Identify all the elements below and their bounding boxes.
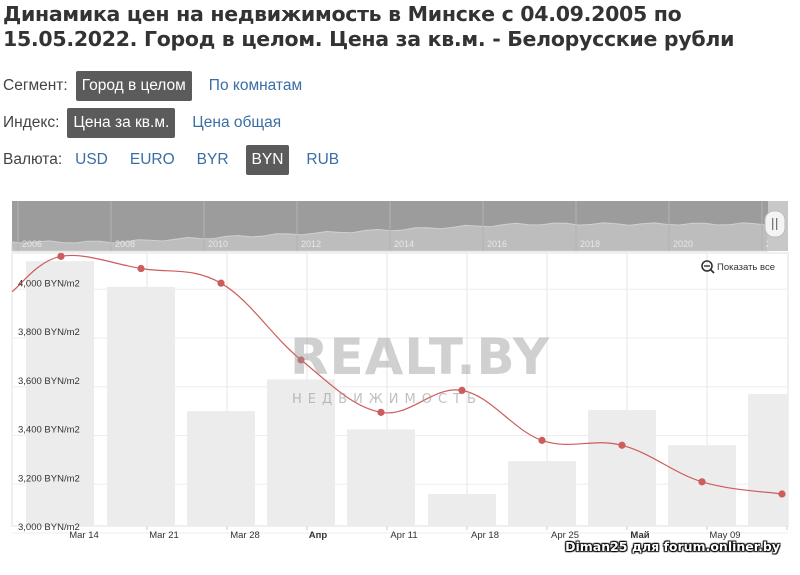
zoom-out-icon	[701, 260, 713, 272]
index-row: Индекс: Цена за кв.м. Цена общая	[3, 108, 298, 138]
volume-bar	[748, 394, 788, 526]
navigator-year-label: 2018	[580, 239, 600, 249]
data-point[interactable]	[57, 252, 65, 260]
volume-bar	[187, 411, 255, 526]
data-point[interactable]	[778, 490, 786, 498]
x-tick-label: Mar 28	[230, 530, 260, 541]
currency-label: Валюта:	[3, 151, 63, 168]
page-title: Динамика цен на недвижимость в Минске с …	[3, 2, 735, 51]
y-tick-label: 3,800 BYN/m2	[18, 327, 80, 338]
segment-row: Сегмент: Город в целом По комнатам	[3, 71, 319, 101]
data-point[interactable]	[217, 279, 225, 287]
chart-container: 20062008201020122014201620182020202 3,00…	[0, 198, 800, 571]
navigator-year-label: 2016	[487, 239, 507, 249]
volume-bar	[107, 286, 175, 526]
currency-option-rub[interactable]: RUB	[306, 151, 340, 168]
x-tick-label: Apr 18	[471, 530, 499, 541]
segment-option-city[interactable]: Город в целом	[75, 71, 192, 101]
data-point[interactable]	[618, 441, 626, 449]
navigator-year-label: 2010	[208, 239, 228, 249]
currency-option-usd[interactable]: USD	[75, 151, 108, 168]
data-point[interactable]	[538, 436, 546, 444]
navigator-handle-grip	[776, 218, 778, 230]
index-option-total[interactable]: Цена общая	[192, 114, 282, 131]
data-point[interactable]	[297, 356, 305, 364]
volume-bar	[26, 261, 94, 526]
segment-option-rooms[interactable]: По комнатам	[208, 77, 303, 94]
index-option-per-sqm[interactable]: Цена за кв.м.	[67, 108, 176, 138]
currency-option-byr[interactable]: BYR	[196, 151, 229, 168]
volume-bar	[668, 445, 736, 526]
navigator-year-label: 2008	[115, 239, 135, 249]
data-point[interactable]	[698, 478, 706, 486]
currency-option-byn[interactable]: BYN	[245, 145, 290, 175]
navigator-year-label: 2012	[301, 239, 321, 249]
volume-bar	[588, 409, 656, 526]
volume-bar	[347, 429, 415, 526]
zoom-out-icon-handle	[710, 269, 715, 274]
x-tick-label: Apr 11	[390, 530, 417, 541]
show-all-label: Показать все	[717, 262, 775, 273]
data-point[interactable]	[458, 386, 466, 395]
x-tick-label: Apr 25	[551, 530, 579, 541]
volume-bar	[428, 494, 496, 526]
navigator-handle-grip	[772, 218, 774, 230]
navigator-year-label: 2014	[394, 239, 414, 249]
y-tick-label: 3,200 BYN/m2	[18, 473, 80, 484]
segment-label: Сегмент:	[3, 77, 68, 94]
volume-bar	[267, 379, 335, 526]
data-point[interactable]	[377, 408, 385, 416]
x-tick-label: Mar 14	[69, 530, 99, 541]
y-tick-label: 4,000 BYN/m2	[18, 278, 80, 289]
price-chart: 20062008201020122014201620182020202 3,00…	[11, 201, 789, 541]
currency-option-euro[interactable]: EURO	[129, 151, 175, 168]
y-tick-label: 3,000 BYN/m2	[18, 522, 80, 533]
y-tick-label: 3,600 BYN/m2	[18, 376, 80, 387]
x-tick-label: Май	[630, 530, 649, 541]
show-all-button[interactable]: Показать все	[701, 260, 775, 274]
x-tick-label: Mar 21	[149, 530, 179, 541]
navigator-handle[interactable]	[764, 210, 786, 238]
watermark-logo: REALT.BY	[290, 328, 551, 386]
y-tick-label: 3,400 BYN/m2	[18, 425, 80, 436]
range-navigator[interactable]: 20062008201020122014201620182020202	[11, 201, 788, 252]
currency-row: Валюта: USD EURO BYR BYN RUB	[3, 145, 356, 175]
navigator-year-label: 2006	[22, 239, 42, 249]
data-point[interactable]	[137, 264, 145, 273]
index-label: Индекс:	[3, 114, 60, 131]
x-tick-label: May 09	[709, 530, 740, 541]
forum-credit: Diman25 для forum.onliner.by	[565, 539, 780, 554]
volume-bar	[508, 461, 576, 526]
watermark-subtitle: НЕДВИЖИМОСТЬ	[292, 392, 482, 407]
navigator-year-label: 2020	[673, 239, 693, 249]
x-tick-label: Апр	[309, 530, 328, 541]
